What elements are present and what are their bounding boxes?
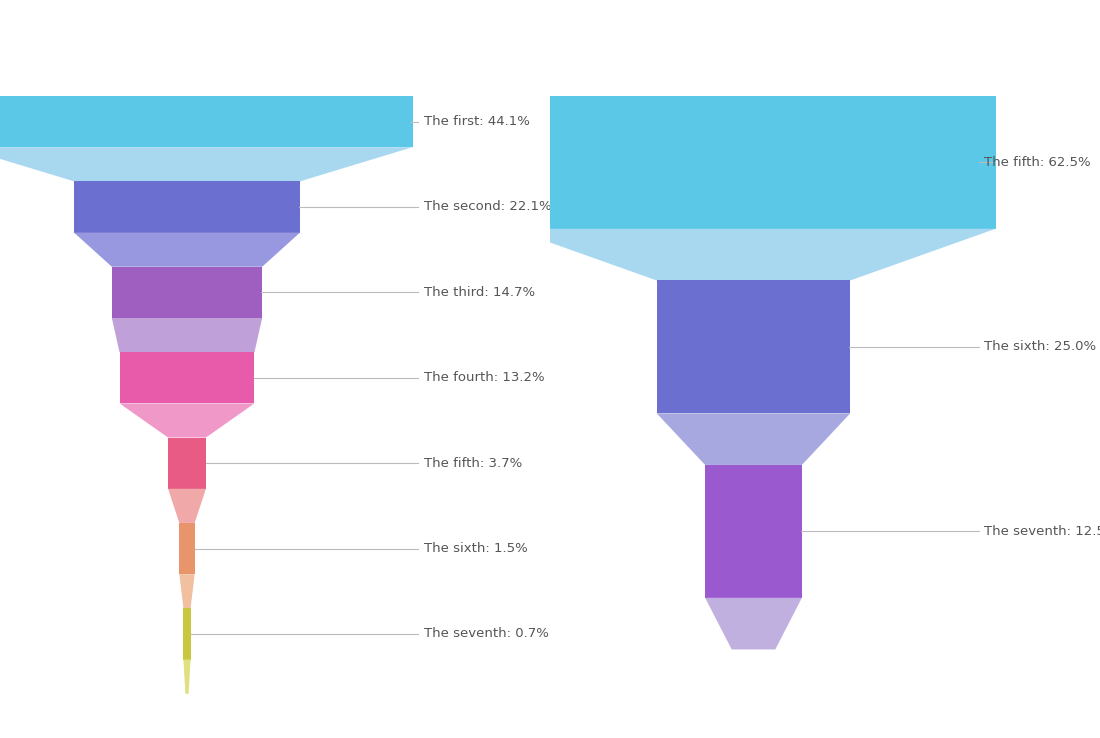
Text: The fifth: 62.5%: The fifth: 62.5% (984, 156, 1091, 169)
Polygon shape (112, 266, 262, 318)
Polygon shape (0, 147, 412, 182)
Polygon shape (657, 413, 850, 465)
Text: The seventh: 0.7%: The seventh: 0.7% (424, 627, 549, 641)
Polygon shape (0, 96, 412, 147)
Text: The sixth: 25.0%: The sixth: 25.0% (984, 340, 1097, 354)
Polygon shape (179, 523, 195, 574)
Text: The fourth: 13.2%: The fourth: 13.2% (424, 371, 544, 384)
Polygon shape (184, 660, 190, 694)
Polygon shape (74, 232, 300, 266)
Polygon shape (179, 574, 195, 608)
Text: The sixth: 1.5%: The sixth: 1.5% (424, 542, 527, 555)
Text: The second: 22.1%: The second: 22.1% (424, 201, 551, 213)
Text: The seventh: 12.5%: The seventh: 12.5% (984, 525, 1100, 538)
Text: The first: 44.1%: The first: 44.1% (424, 115, 529, 128)
Text: The fifth: 3.7%: The fifth: 3.7% (424, 457, 521, 469)
Polygon shape (705, 465, 802, 598)
Polygon shape (705, 598, 802, 649)
Polygon shape (168, 438, 206, 489)
Polygon shape (512, 229, 996, 280)
Polygon shape (184, 608, 190, 660)
Polygon shape (74, 182, 300, 232)
Polygon shape (120, 404, 254, 438)
Polygon shape (512, 96, 996, 229)
Text: The third: 14.7%: The third: 14.7% (424, 286, 535, 299)
Polygon shape (112, 318, 262, 352)
Polygon shape (168, 489, 206, 523)
Polygon shape (120, 352, 254, 404)
Polygon shape (657, 280, 850, 413)
